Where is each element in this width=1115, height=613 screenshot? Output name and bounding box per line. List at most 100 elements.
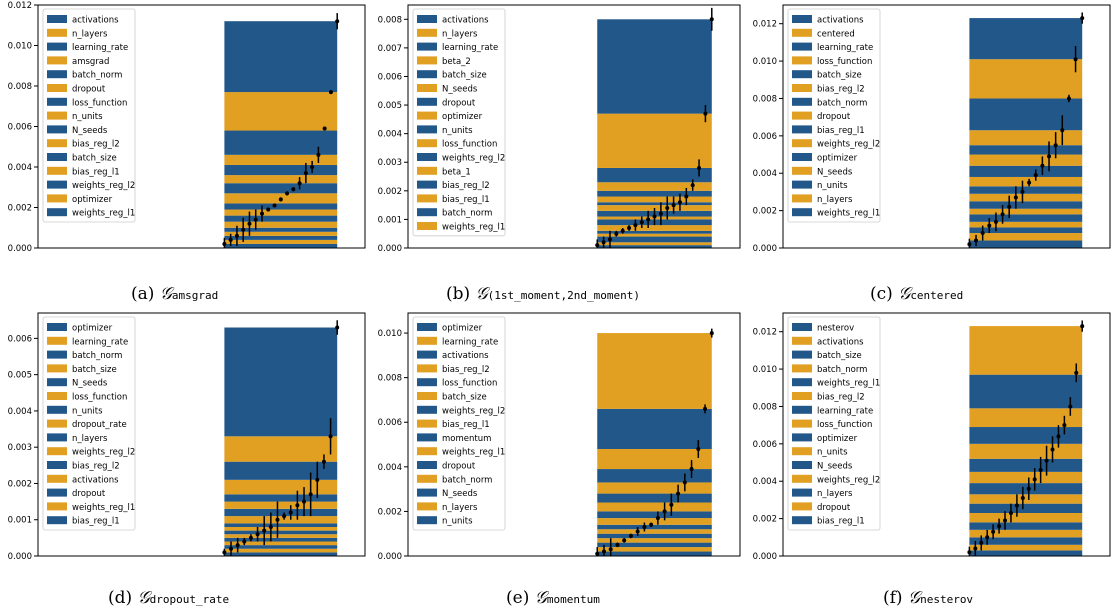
legend-swatch <box>47 516 67 525</box>
legend-swatch <box>417 502 437 511</box>
legend-label: weights_reg_l2 <box>817 475 880 485</box>
stack-band <box>224 164 338 176</box>
data-point <box>987 223 992 228</box>
y-tick-label: 0.008 <box>753 402 777 412</box>
legend-swatch <box>47 15 67 23</box>
legend-label: bias_reg_l2 <box>72 462 120 472</box>
data-point <box>991 529 996 534</box>
data-point <box>709 17 714 22</box>
y-tick-label: 0.004 <box>378 463 402 473</box>
chart-svg: 0.000 0.001 0.002 0.003 0.004 0.005 0.006 0.007… <box>378 4 741 254</box>
chart-svg: 0.000 0.001 0.002 0.003 0.004 0.005 0.006 optim… <box>8 312 366 562</box>
data-point <box>967 242 972 247</box>
data-point <box>635 529 640 534</box>
legend-swatch <box>47 433 67 442</box>
data-point <box>642 525 647 530</box>
legend-swatch <box>792 364 812 373</box>
legend-label: batch_norm <box>442 475 492 485</box>
legend-swatch <box>417 15 437 23</box>
data-point <box>1033 173 1038 178</box>
data-point <box>266 207 271 212</box>
data-point <box>297 181 302 186</box>
y-tick-label: 0.002 <box>8 479 32 489</box>
caption-b-prefix: (b) <box>446 284 471 304</box>
legend-swatch <box>47 336 67 345</box>
data-point <box>253 217 258 222</box>
data-point <box>682 480 687 485</box>
y-tick-label: 0.006 <box>8 123 32 133</box>
legend-swatch <box>47 392 67 400</box>
stack-band <box>224 92 338 131</box>
legend-label: weights_reg_l1 <box>442 223 505 233</box>
legend-label: N_seeds <box>817 462 853 472</box>
legend-label: weights_reg_l2 <box>72 448 135 458</box>
data-point <box>628 533 633 538</box>
legend-label: loss_function <box>817 57 872 67</box>
data-point <box>1066 96 1071 101</box>
stack-band <box>597 533 712 539</box>
data-point <box>228 237 233 242</box>
stack-band <box>597 448 712 470</box>
stack-band <box>597 482 712 494</box>
legend-label: optimizer <box>817 154 858 164</box>
legend-swatch <box>47 42 67 51</box>
plot-frame <box>407 312 741 557</box>
legend-swatch <box>417 419 437 428</box>
data-point <box>1044 458 1049 463</box>
stack-band <box>224 327 338 437</box>
legend-swatch <box>417 42 437 51</box>
legend-label: N_seeds <box>442 85 478 95</box>
caption-c-symbol: 𝒢 <box>898 284 911 304</box>
data-point <box>1038 468 1043 473</box>
stack-band <box>597 167 712 183</box>
legend-label: bias_reg_l2 <box>817 85 865 95</box>
legend-swatch <box>47 194 67 203</box>
stack-band <box>597 547 712 552</box>
legend-label: batch_norm <box>72 71 122 81</box>
y-tick-label: 0.006 <box>378 72 402 82</box>
stack-band <box>969 483 1083 495</box>
data-point <box>997 524 1002 529</box>
stack-band <box>969 186 1083 194</box>
data-point <box>703 111 708 116</box>
legend-label: learning_rate <box>817 406 873 416</box>
data-point <box>255 532 260 537</box>
stack-band <box>224 516 338 524</box>
data-point <box>328 434 333 439</box>
stack-band <box>224 545 338 549</box>
y-tick-label: 0.000 <box>8 552 32 562</box>
stack-band <box>224 243 338 248</box>
data-point <box>1007 204 1012 209</box>
legend-swatch <box>47 364 67 373</box>
stack-band <box>224 130 338 155</box>
legend-label: bias_reg_l1 <box>442 420 490 430</box>
legend-swatch <box>792 97 812 106</box>
data-point <box>669 502 674 507</box>
legend-label: activations <box>817 16 864 26</box>
legend-label: batch_norm <box>442 209 492 219</box>
legend-label: weights_reg_l1 <box>72 209 135 219</box>
y-tick-label: 0.006 <box>8 334 32 344</box>
caption-f-symbol: 𝒢 <box>907 588 921 608</box>
stack-band <box>969 233 1083 241</box>
stack-band <box>969 458 1083 472</box>
y-tick-label: 0.006 <box>753 132 777 142</box>
legend-swatch <box>792 419 812 428</box>
stack-band <box>969 544 1083 551</box>
data-point <box>278 197 283 202</box>
stack-band <box>969 214 1083 222</box>
legend-label: weights_reg_l1 <box>72 503 135 513</box>
chart-panel-c: 0.000 0.002 0.004 0.006 0.008 0.010 0.012 activ… <box>745 0 1115 310</box>
stack-band <box>597 196 712 203</box>
legend-label: bias_reg_l2 <box>817 393 865 403</box>
data-point <box>633 223 638 228</box>
y-tick-label: 0.012 <box>753 20 777 30</box>
stack-band <box>969 130 1083 146</box>
y-tick-label: 0.012 <box>8 1 32 11</box>
data-point <box>993 219 998 224</box>
y-tick-label: 0.008 <box>8 82 32 92</box>
data-point <box>595 243 600 248</box>
legend-label: weights_reg_l2 <box>442 154 505 164</box>
stack-band <box>597 493 712 503</box>
stack-band <box>597 524 712 530</box>
